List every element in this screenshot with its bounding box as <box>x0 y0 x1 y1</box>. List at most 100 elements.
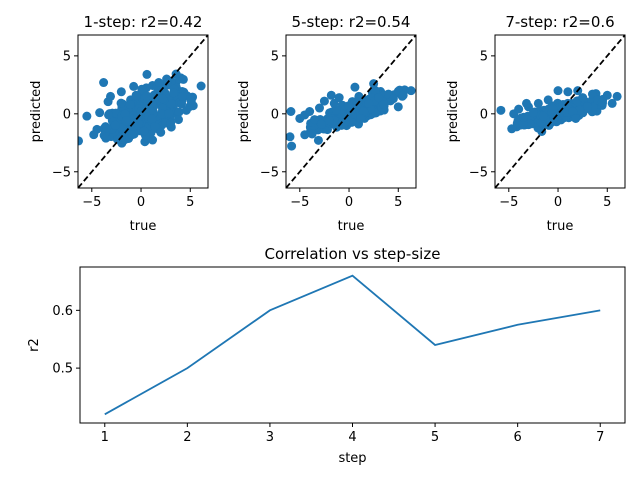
scatter-point <box>89 130 99 140</box>
scatter-point <box>286 132 295 142</box>
scatter-panel-3: −5 0 5 −5 0 5 7-step: r2=0.6 true predicted <box>446 13 626 234</box>
scatter-point <box>548 104 558 114</box>
plot-area <box>286 35 416 188</box>
scatter-point <box>142 69 152 79</box>
scatter-point <box>112 134 122 144</box>
scatter-point <box>326 90 336 100</box>
x-tick-label: 0 <box>554 195 562 210</box>
axes-frame <box>77 34 209 189</box>
scatter-point <box>597 97 607 107</box>
scatter-point <box>178 74 188 84</box>
axes-frame <box>494 34 626 189</box>
scatter-point <box>558 100 568 110</box>
y-axis-label: r2 <box>27 338 42 352</box>
scatter-point <box>553 86 563 96</box>
scatter-point <box>110 120 120 130</box>
scatter-point <box>578 93 588 103</box>
scatter-point <box>571 113 581 123</box>
scatter-point <box>496 105 506 115</box>
x-tick-label: 4 <box>348 430 356 445</box>
scatter-point <box>607 98 617 108</box>
chart-title: 5-step: r2=0.54 <box>292 13 411 31</box>
scatter-point <box>166 118 176 128</box>
scatter-point <box>316 119 326 129</box>
scatter-point <box>583 102 593 112</box>
y-axis-label: predicted <box>446 81 461 143</box>
scatter-point <box>406 86 416 96</box>
y-tick-label: 5 <box>480 49 488 64</box>
x-tick-label: 6 <box>514 430 522 445</box>
y-tick-label: 0.6 <box>52 304 73 319</box>
scatter-point <box>196 81 206 91</box>
scatter-point <box>150 122 160 132</box>
scatter-point <box>374 93 384 103</box>
scatter-point <box>525 119 535 129</box>
x-tick-label: 5 <box>431 430 439 445</box>
scatter-point <box>388 94 398 104</box>
x-tick-label: 0 <box>345 195 353 210</box>
scatter-point <box>78 136 84 146</box>
scatter-point <box>139 126 149 136</box>
scatter-point <box>359 107 369 116</box>
scatter-panel-1: −5 0 5 −5 0 5 1-step: r2=0.42 true predicted <box>29 13 209 234</box>
y-tick-label: 0.5 <box>52 362 73 377</box>
scatter-point <box>142 91 152 101</box>
y-tick-label: −5 <box>52 165 71 180</box>
scatter-point <box>310 115 320 125</box>
plot-area <box>78 35 208 188</box>
scatter-point <box>125 100 135 110</box>
x-tick-label: 5 <box>603 195 611 210</box>
x-tick-label: 5 <box>394 195 402 210</box>
scatter-point <box>177 91 187 101</box>
scatter-point <box>528 108 538 118</box>
x-tick-label: 2 <box>183 430 191 445</box>
scatter-point <box>95 108 105 118</box>
x-axis-label: true <box>547 219 574 234</box>
scatter-point <box>147 98 157 108</box>
scatter-point <box>127 130 137 140</box>
scatter-point <box>507 124 517 134</box>
scatter-point <box>612 91 622 101</box>
scatter-point <box>305 107 315 116</box>
scatter-point <box>188 101 198 111</box>
scatter-point <box>287 141 297 151</box>
y-tick-label: −5 <box>469 165 488 180</box>
scatter-point <box>563 87 573 97</box>
y-tick-label: 0 <box>271 107 279 122</box>
scatter-point <box>174 107 184 117</box>
y-tick-label: 0 <box>63 107 71 122</box>
plot-area <box>495 35 625 188</box>
scatter-point <box>356 113 366 123</box>
scatter-point <box>324 116 334 126</box>
scatter-point <box>131 90 141 100</box>
scatter-point <box>286 107 296 116</box>
scatter-point <box>393 102 403 112</box>
scatter-point <box>602 90 612 100</box>
scatter-point <box>82 111 92 121</box>
scatter-panel-2: −5 0 5 −5 0 5 5-step: r2=0.54 true predicted <box>237 13 417 234</box>
scatter-point <box>121 116 131 126</box>
scatter-point <box>177 99 187 109</box>
scatter-point <box>350 82 360 92</box>
chart-title: 7-step: r2=0.6 <box>505 13 614 31</box>
scatter-point <box>538 111 548 121</box>
y-axis-label: predicted <box>237 81 252 143</box>
scatter-point <box>307 129 317 139</box>
x-tick-label: −5 <box>290 195 309 210</box>
scatter-point <box>181 105 191 115</box>
scatter-point <box>313 135 323 145</box>
chart-title: Correlation vs step-size <box>265 245 441 263</box>
scatter-point <box>543 95 553 105</box>
scatter-point <box>568 107 578 116</box>
x-tick-label: 1 <box>101 430 109 445</box>
scatter-point <box>164 108 174 118</box>
x-tick-label: 3 <box>266 430 274 445</box>
scatter-point <box>157 109 167 119</box>
scatter-point <box>574 105 584 115</box>
scatter-point <box>116 87 126 97</box>
scatter-point <box>147 114 157 124</box>
x-tick-label: −5 <box>82 195 101 210</box>
axes-frame <box>285 34 417 189</box>
scatter-point <box>334 93 344 103</box>
scatter-point <box>106 91 115 101</box>
